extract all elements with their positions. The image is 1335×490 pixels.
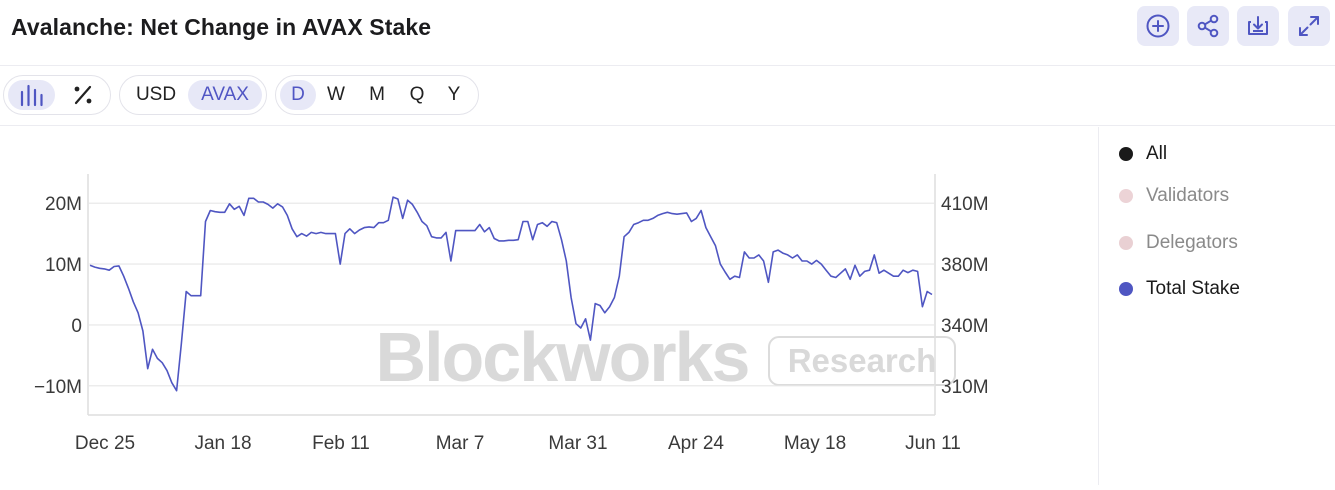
x-tick-label: Jun 11 — [905, 433, 961, 454]
timeframe-m-button[interactable]: M — [369, 84, 385, 105]
percent-button[interactable] — [59, 80, 106, 110]
chart-area: Blockworks Research 20M 10M 0 −10M 410M 380M 3… — [0, 127, 1098, 485]
currency-avax-button[interactable]: AVAX — [188, 80, 262, 110]
page-title: Avalanche: Net Change in AVAX Stake — [11, 14, 432, 40]
timeframe-y-button[interactable]: Y — [447, 84, 461, 105]
expand-icon — [1299, 16, 1319, 36]
legend-item-validators[interactable]: Validators — [1119, 185, 1229, 207]
bar-chart-icon — [20, 84, 43, 107]
y-tick-label-left: 0 — [71, 316, 82, 337]
chart-legend: All Validators Delegators Total Stake — [1098, 127, 1335, 485]
legend-label-delegators: Delegators — [1146, 232, 1238, 253]
y-tick-label-right: 340M — [941, 316, 989, 337]
currency-toggle: USD AVAX — [119, 75, 267, 115]
x-tick-label: Dec 25 — [75, 433, 135, 454]
x-tick-label: Mar 31 — [548, 433, 607, 454]
legend-label-total-stake: Total Stake — [1146, 278, 1240, 299]
timeframe-w-button[interactable]: W — [327, 84, 345, 105]
share-button[interactable] — [1187, 6, 1229, 46]
x-tick-label: Apr 24 — [668, 433, 724, 454]
download-icon — [1248, 16, 1268, 35]
watermark-tag: Research — [788, 342, 937, 379]
timeframe-d-button[interactable]: D — [280, 80, 316, 110]
y-tick-label-left: 20M — [45, 194, 82, 215]
y-tick-label-left: −10M — [34, 377, 82, 398]
legend-dot-validators — [1119, 189, 1133, 203]
legend-dot-all — [1119, 147, 1133, 161]
y-tick-label-right: 410M — [941, 194, 989, 215]
series-line-total-stake — [89, 196, 933, 392]
x-tick-label: Jan 18 — [194, 433, 251, 454]
timeframe-toggle: D W M Q Y — [275, 75, 479, 115]
watermark-tag-box — [768, 336, 956, 386]
chart-toolbar: USD AVAX D W M Q Y — [0, 66, 1335, 126]
y-tick-label-left: 10M — [45, 255, 82, 276]
legend-item-total-stake[interactable]: Total Stake — [1119, 278, 1240, 300]
download-button[interactable] — [1237, 6, 1279, 46]
legend-label-validators: Validators — [1146, 185, 1230, 206]
watermark: Blockworks Research — [376, 318, 956, 396]
add-button[interactable] — [1137, 6, 1179, 46]
currency-usd-button[interactable]: USD — [135, 84, 177, 105]
bar-chart-button[interactable] — [8, 80, 55, 110]
y-tick-label-right: 310M — [941, 377, 989, 398]
legend-dot-total-stake — [1119, 282, 1133, 296]
legend-item-delegators[interactable]: Delegators — [1119, 232, 1238, 254]
chart-type-toggle — [3, 75, 111, 115]
legend-dot-delegators — [1119, 236, 1133, 250]
percent-icon — [74, 85, 91, 105]
legend-label-all: All — [1146, 143, 1168, 164]
x-tick-label: May 18 — [784, 433, 846, 454]
y-tick-label-right: 380M — [941, 255, 989, 276]
line-chart: Blockworks Research 20M 10M 0 −10M 410M 380M 3… — [34, 174, 989, 454]
timeframe-q-button[interactable]: Q — [409, 84, 425, 105]
x-tick-label: Mar 7 — [436, 433, 485, 454]
chart-header: Avalanche: Net Change in AVAX Stake — [0, 0, 1335, 66]
share-icon — [1197, 14, 1219, 38]
watermark-brand: Blockworks — [376, 318, 749, 396]
x-tick-label: Feb 11 — [312, 433, 370, 454]
expand-button[interactable] — [1288, 6, 1330, 46]
legend-item-all[interactable]: All — [1119, 143, 1167, 165]
add-icon — [1146, 14, 1170, 38]
